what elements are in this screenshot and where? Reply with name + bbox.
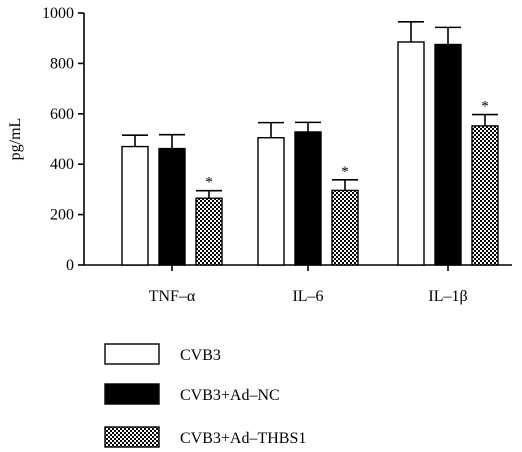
y-tick-label: 0 <box>66 257 74 274</box>
bar <box>397 41 425 266</box>
significance-marker: * <box>481 99 489 115</box>
bar <box>195 197 223 266</box>
legend: CVB3 CVB3+Ad–NC CVB3+Ad–THBS1 <box>104 343 306 448</box>
bar <box>294 131 322 266</box>
x-tick-label: IL–1β <box>428 288 467 305</box>
bar <box>471 125 499 266</box>
y-tick-label: 1000 <box>42 5 74 22</box>
bar <box>158 147 186 266</box>
bar <box>434 43 462 266</box>
legend-label: CVB3+Ad–NC <box>180 387 280 404</box>
legend-label: CVB3+Ad–THBS1 <box>180 430 306 447</box>
bar <box>121 145 149 266</box>
significance-marker: * <box>341 164 349 180</box>
legend-swatch <box>104 343 160 365</box>
bar <box>331 189 359 266</box>
legend-label: CVB3 <box>180 347 221 364</box>
y-axis-title: pg/mL <box>7 118 24 161</box>
bars: * * * <box>121 21 499 266</box>
y-tick-label: 400 <box>50 156 74 173</box>
axes: 0 200 400 600 800 1000 pg/mL TNF–α IL–6 IL–1β <box>7 5 512 305</box>
y-tick-label: 600 <box>50 106 74 123</box>
x-tick-label: TNF–α <box>149 288 196 305</box>
y-tick-label: 800 <box>50 55 74 72</box>
legend-swatch <box>104 383 160 405</box>
bar <box>257 137 285 266</box>
significance-marker: * <box>205 175 213 191</box>
y-tick-label: 200 <box>50 207 74 224</box>
legend-swatch <box>104 426 160 448</box>
x-tick-label: IL–6 <box>292 288 323 305</box>
